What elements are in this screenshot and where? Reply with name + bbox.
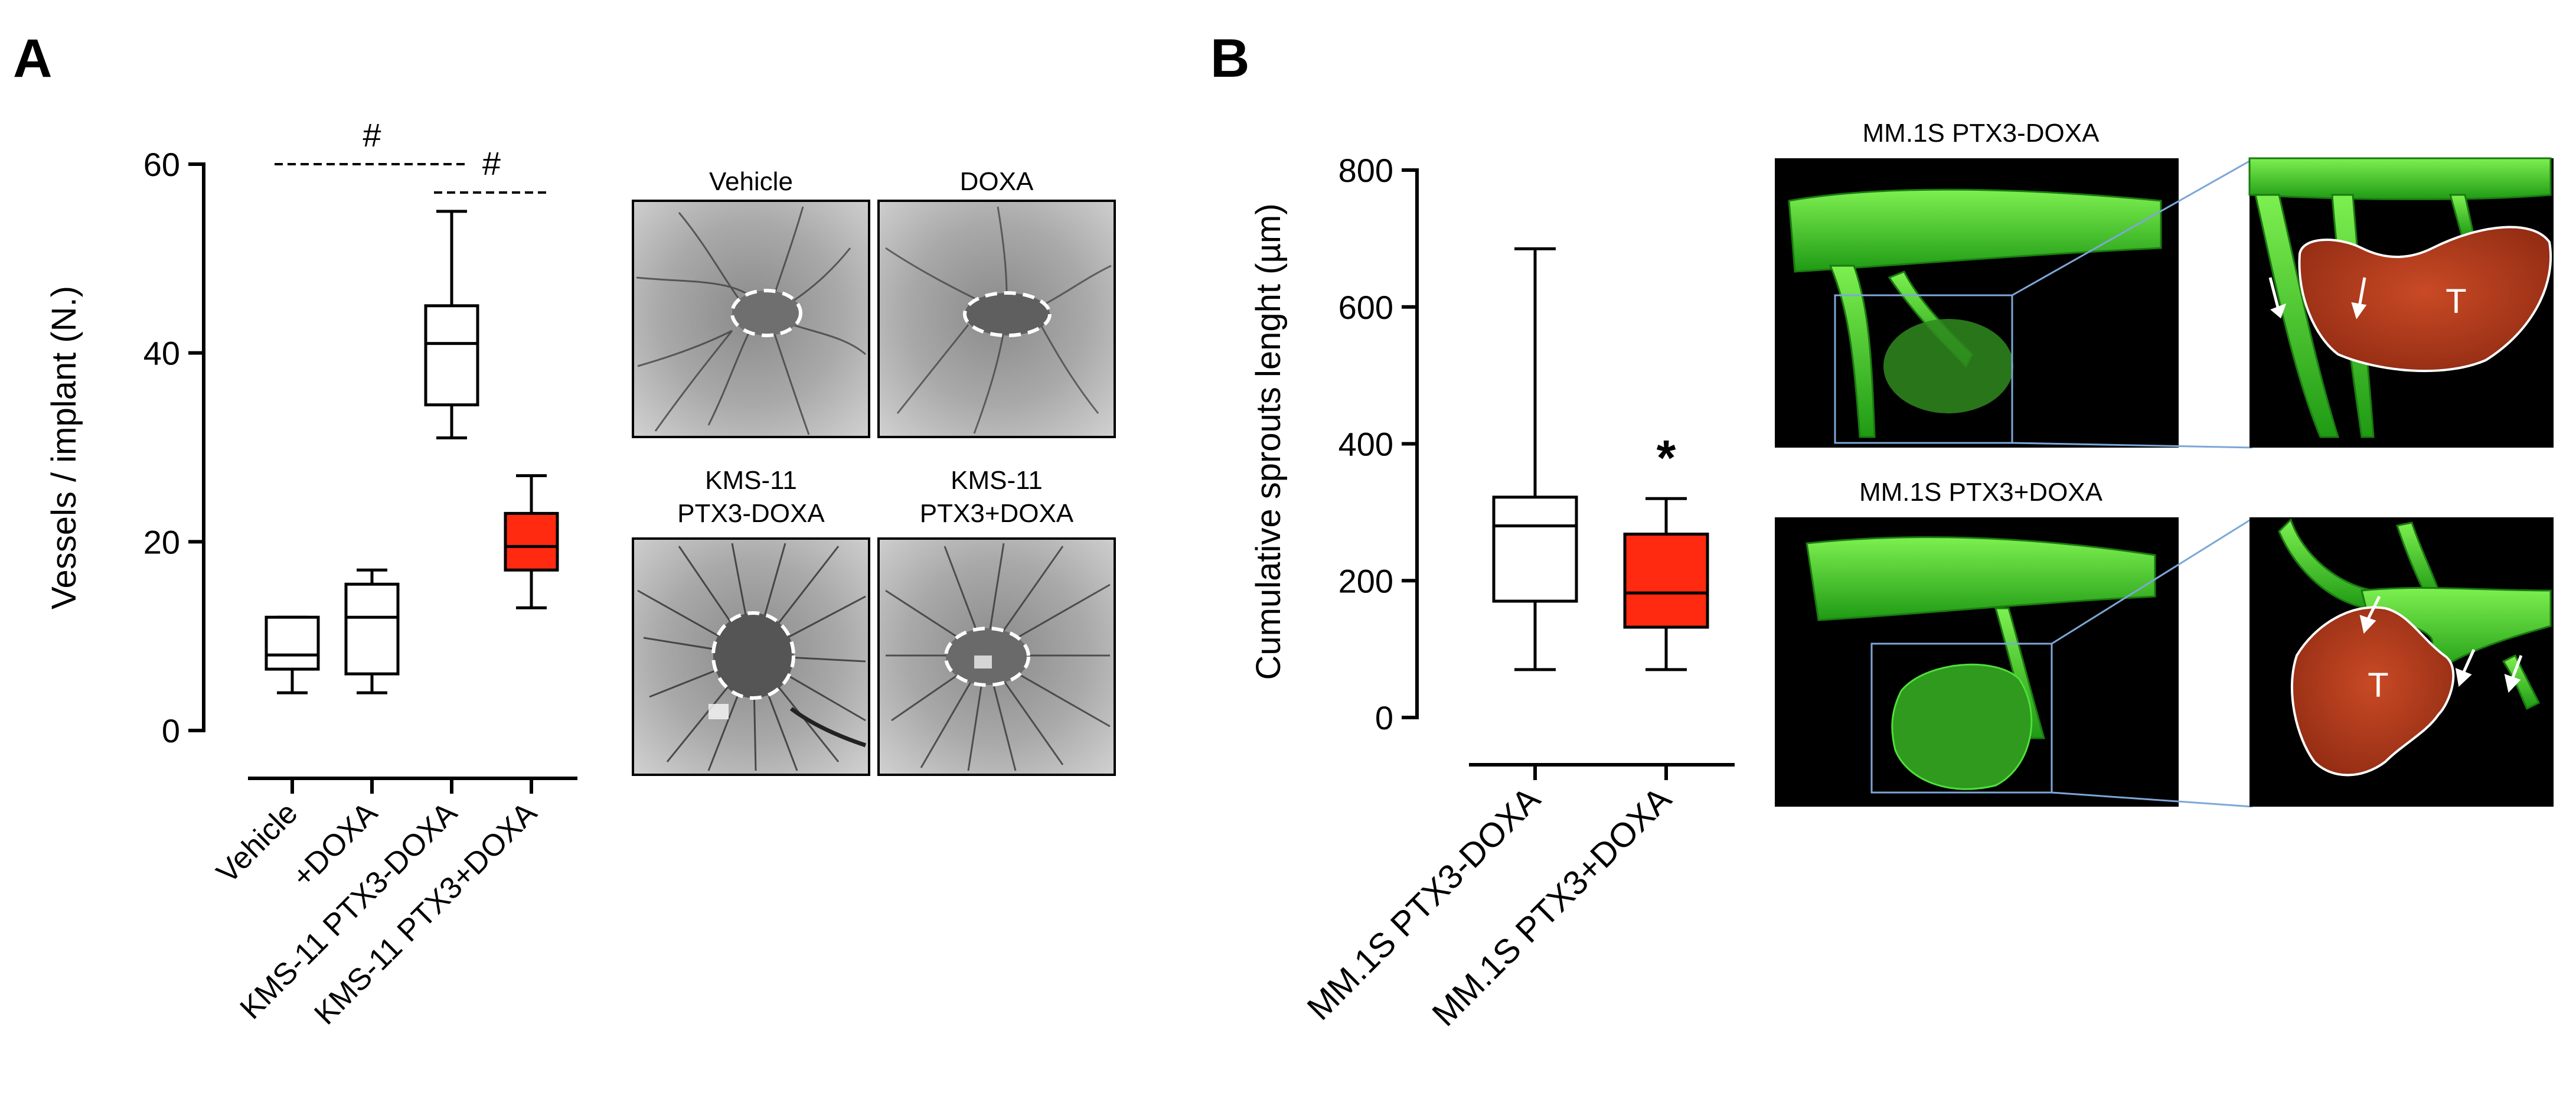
significance-hash: # — [482, 145, 501, 182]
micrograph-label: Vehicle — [709, 167, 793, 196]
micrograph-kms11-ptx3-minus-doxa: KMS-11 PTX3-DOXA — [632, 466, 870, 776]
micrograph-grid: Vehicle DOXA — [632, 167, 1116, 776]
implant-outline — [730, 289, 802, 337]
micrograph-label: DOXA — [960, 167, 1034, 196]
y-tick-label: 60 — [143, 146, 180, 183]
render-title: MM.1S PTX3+DOXA — [1859, 478, 2103, 507]
iqr-box — [265, 615, 320, 671]
box-0 — [265, 615, 320, 794]
box-1 — [344, 568, 400, 794]
tumor-region — [2290, 606, 2455, 777]
chart-a-boxplot: Vessels / implant (N.) 0 20 40 60 # # Vehicl… — [45, 116, 577, 1031]
box-3 — [504, 474, 559, 794]
iqr-box — [424, 304, 479, 407]
y-tick-label: 0 — [1375, 699, 1393, 736]
tumor-label: T — [2368, 666, 2388, 705]
x-tick-label: MM.1S PTX3+DOXA — [1425, 780, 1679, 1033]
significance-hash: # — [363, 116, 381, 154]
y-tick-label: 800 — [1338, 152, 1393, 189]
chart-b-boxplot: Cumulative sprouts lenght (µm) 0 200 400 60… — [1249, 152, 1735, 1033]
y-tick-label: 20 — [143, 523, 180, 560]
iqr-box — [1623, 532, 1709, 629]
y-tick-label: 600 — [1338, 289, 1393, 326]
render-title: MM.1S PTX3-DOXA — [1863, 119, 2100, 148]
y-tick-label: 40 — [143, 335, 180, 372]
y-tick-label: 200 — [1338, 562, 1393, 599]
box-0 — [1492, 247, 1578, 780]
panel-letter-a: A — [13, 28, 52, 89]
y-tick-label: 0 — [162, 712, 180, 749]
micrograph-label: PTX3+DOXA — [920, 499, 1074, 528]
micrograph-label: PTX3-DOXA — [677, 499, 825, 528]
implant-outline — [711, 611, 795, 700]
box-1 — [1623, 497, 1709, 780]
chart-b-y-axis-title: Cumulative sprouts lenght (µm) — [1249, 203, 1288, 680]
x-tick-label: MM.1S PTX3-DOXA — [1300, 780, 1547, 1028]
implant-outline — [963, 291, 1052, 337]
tumor-region — [2298, 226, 2552, 373]
zoom-region-box — [1834, 294, 2013, 444]
micrograph-label: KMS-11 — [951, 466, 1043, 495]
micrograph-label: KMS-11 — [705, 466, 797, 495]
x-tick-label: Vehicle — [210, 795, 305, 890]
significance-star: * — [1657, 430, 1676, 485]
micrograph-doxa: DOXA — [877, 167, 1116, 438]
chart-a-y-axis-title: Vessels / implant (N.) — [45, 286, 83, 609]
box-2 — [424, 210, 479, 794]
iqr-box — [1492, 495, 1578, 603]
y-tick-label: 400 — [1338, 426, 1393, 463]
render-ptx3-minus-doxa: MM.1S PTX3-DOXA T — [1775, 119, 2554, 449]
micrograph-vehicle: Vehicle — [632, 167, 870, 438]
micrograph-kms11-ptx3-plus-doxa: KMS-11 PTX3+DOXA — [877, 466, 1116, 776]
tumor-label: T — [2446, 282, 2466, 321]
iqr-box — [344, 582, 400, 676]
panel-letter-b: B — [1210, 28, 1249, 89]
iqr-box — [504, 511, 559, 572]
zoom-region-box — [1870, 643, 2053, 794]
render-ptx3-plus-doxa: MM.1S PTX3+DOXA T — [1775, 478, 2554, 808]
